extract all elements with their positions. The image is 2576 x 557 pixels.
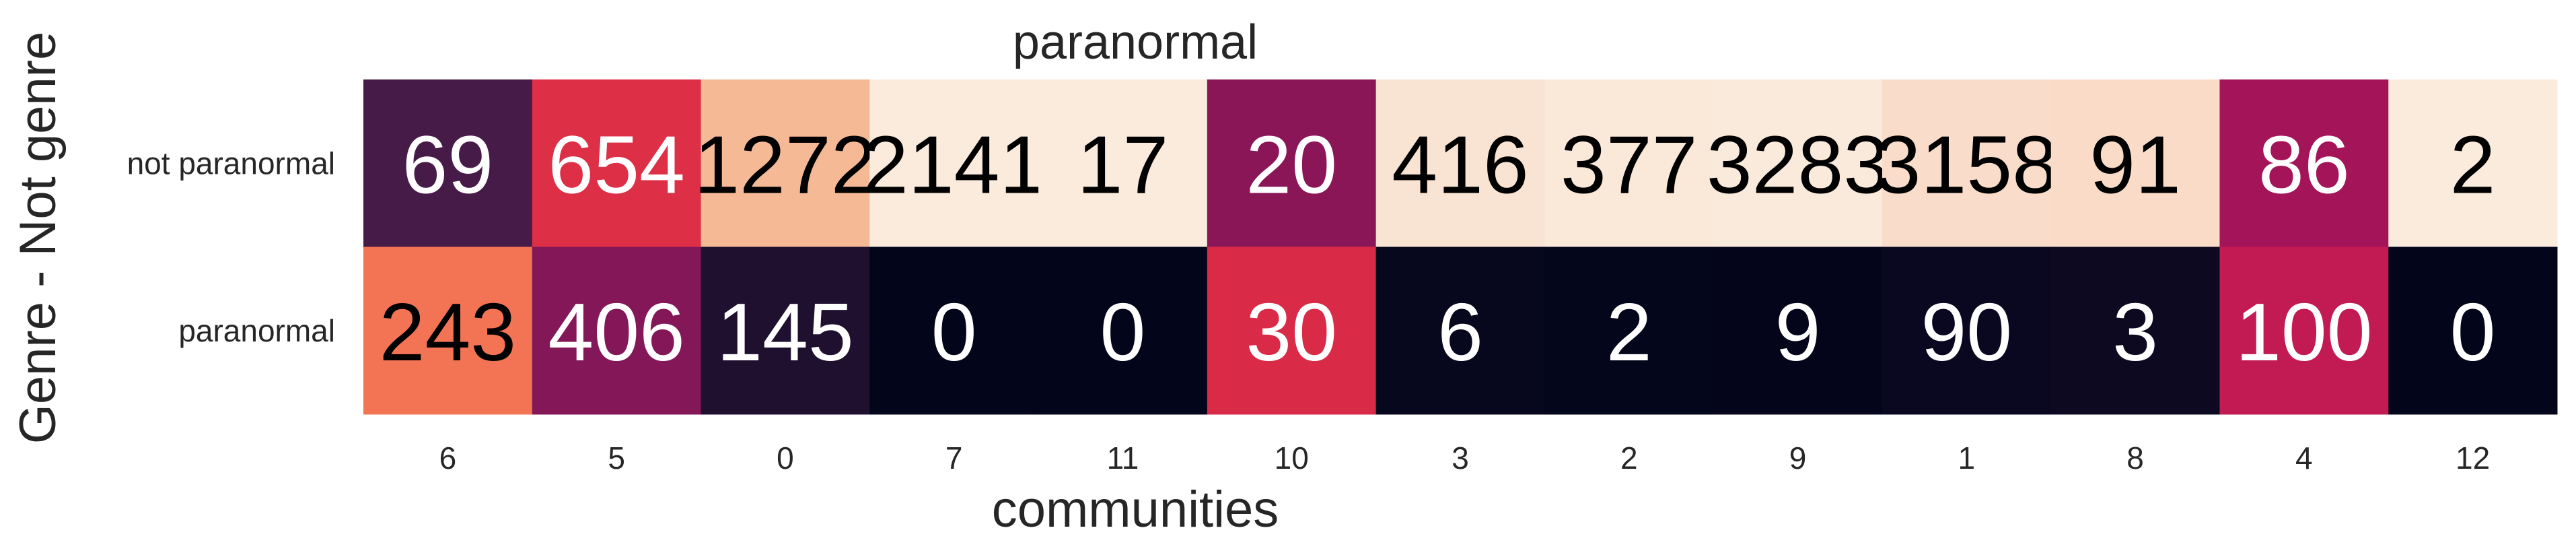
heatmap-cell (532, 79, 702, 247)
heatmap-cell (1713, 247, 1883, 415)
cell-value-label: 9 (1775, 286, 1821, 378)
cell-value-label: 0 (2450, 286, 2496, 378)
cell-value-label: 1272 (694, 119, 876, 210)
heatmap-cell (869, 247, 1039, 415)
x-tick-labels: 6 5 0 7 11 10 3 2 9 1 8 4 12 (439, 440, 2491, 476)
chart-title: paranormal (1013, 15, 1258, 69)
cell-value-label: 3283 (1707, 119, 1889, 210)
heatmap-cells: 6924365440612721452141017020304166377232… (363, 79, 2558, 415)
cell-value-label: 406 (548, 286, 685, 378)
x-axis-label: communities (992, 481, 1279, 538)
cell-value-label: 30 (1246, 286, 1337, 378)
x-tick-label: 2 (1620, 440, 1638, 476)
heatmap-cell (2050, 79, 2220, 247)
x-tick-label: 4 (2295, 440, 2313, 476)
cell-value-label: 2 (2450, 119, 2496, 210)
heatmap-cell (2388, 79, 2558, 247)
heatmap-cell (1882, 79, 2052, 247)
heatmap-cell (2219, 247, 2389, 415)
heatmap-cell (1038, 247, 1208, 415)
heatmap-cell (363, 79, 533, 247)
cell-value-label: 17 (1077, 119, 1169, 210)
heatmap-cell (1207, 247, 1377, 415)
y-tick-labels: not paranormal paranormal (127, 145, 335, 348)
x-tick-label: 7 (945, 440, 963, 476)
heatmap-cell (1207, 79, 1377, 247)
y-tick-label: not paranormal (127, 145, 335, 181)
cell-value-label: 6 (1437, 286, 1483, 378)
cell-value-label: 377 (1561, 119, 1698, 210)
cell-value-label: 416 (1392, 119, 1529, 210)
cell-value-label: 69 (402, 119, 494, 210)
heatmap-cell (2219, 79, 2389, 247)
cell-value-label: 20 (1246, 119, 1337, 210)
heatmap-cell (1375, 247, 1545, 415)
cell-value-label: 0 (1100, 286, 1146, 378)
cell-value-label: 2 (1606, 286, 1652, 378)
heatmap-cell (1544, 79, 1714, 247)
cell-value-label: 3 (2112, 286, 2158, 378)
cell-value-label: 145 (717, 286, 854, 378)
heatmap-cell (1038, 79, 1208, 247)
heatmap-cell (1375, 79, 1545, 247)
x-tick-label: 8 (2126, 440, 2144, 476)
heatmap-cell (1882, 247, 2052, 415)
x-tick-label: 0 (777, 440, 794, 476)
heatmap-cell (363, 247, 533, 415)
x-tick-label: 11 (1107, 440, 1139, 476)
cell-value-label: 91 (2089, 119, 2181, 210)
x-tick-label: 9 (1789, 440, 1807, 476)
heatmap-cell (2050, 247, 2220, 415)
x-tick-label: 10 (1275, 440, 1309, 476)
x-tick-label: 5 (608, 440, 625, 476)
y-axis-label: Genre - Not genre (9, 32, 67, 445)
cell-value-label: 654 (548, 119, 685, 210)
heatmap-cell (532, 247, 702, 415)
x-tick-label: 3 (1452, 440, 1469, 476)
heatmap-cell (2388, 247, 2558, 415)
x-tick-label: 1 (1958, 440, 1976, 476)
heatmap-cell (1713, 79, 1883, 247)
heatmap-cell (701, 247, 870, 415)
heatmap-cell (1544, 247, 1714, 415)
x-tick-label: 12 (2456, 440, 2490, 476)
cell-value-label: 243 (380, 286, 517, 378)
heatmap-cell (701, 79, 870, 247)
cell-value-label: 0 (931, 286, 977, 378)
y-tick-label: paranormal (178, 313, 335, 348)
cell-value-label: 86 (2258, 119, 2350, 210)
cell-value-label: 2141 (863, 119, 1045, 210)
cell-value-label: 100 (2235, 286, 2373, 378)
x-tick-label: 6 (439, 440, 457, 476)
heatmap-cell (869, 79, 1039, 247)
cell-value-label: 3158 (1875, 119, 2058, 210)
cell-value-label: 90 (1921, 286, 2012, 378)
